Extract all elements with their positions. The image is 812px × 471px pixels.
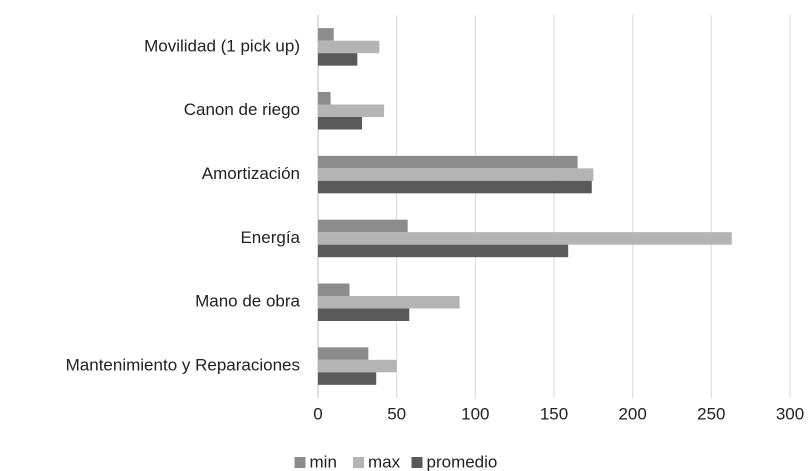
bar — [318, 359, 397, 373]
y-tick-label: Mantenimiento y Reparaciones — [66, 356, 300, 375]
x-tick-label: 0 — [313, 404, 322, 423]
bar — [318, 40, 380, 54]
bar — [318, 244, 569, 258]
x-tick-label: 50 — [387, 404, 406, 423]
bar — [318, 308, 410, 321]
bar — [318, 28, 334, 41]
bar — [318, 372, 377, 385]
legend-label: max — [368, 452, 401, 471]
y-tick-label: Movilidad (1 pick up) — [144, 36, 300, 55]
legend-label: promedio — [427, 452, 498, 471]
x-tick-label: 300 — [776, 404, 804, 423]
legend-swatch — [294, 457, 306, 468]
bar — [318, 180, 592, 194]
bar — [318, 92, 331, 105]
bar — [318, 168, 594, 181]
x-tick-label: 100 — [461, 404, 489, 423]
x-tick-label: 150 — [540, 404, 568, 423]
bar — [318, 53, 358, 66]
x-tick-label: 200 — [618, 404, 646, 423]
bar — [318, 155, 578, 169]
bar — [318, 347, 369, 360]
bar — [318, 283, 350, 296]
bar — [318, 296, 460, 309]
legend-swatch — [411, 457, 423, 468]
bar — [318, 232, 732, 245]
legend-label: min — [310, 452, 337, 471]
legend-swatch — [353, 457, 364, 468]
y-tick-label: Mano de obra — [195, 292, 300, 311]
y-tick-label: Canon de riego — [184, 100, 300, 119]
y-tick-label: Energía — [240, 228, 300, 247]
x-tick-label: 250 — [697, 404, 725, 423]
bar — [318, 219, 408, 233]
bar — [318, 104, 385, 117]
bar — [318, 117, 363, 130]
y-tick-label: Amortización — [202, 164, 300, 183]
